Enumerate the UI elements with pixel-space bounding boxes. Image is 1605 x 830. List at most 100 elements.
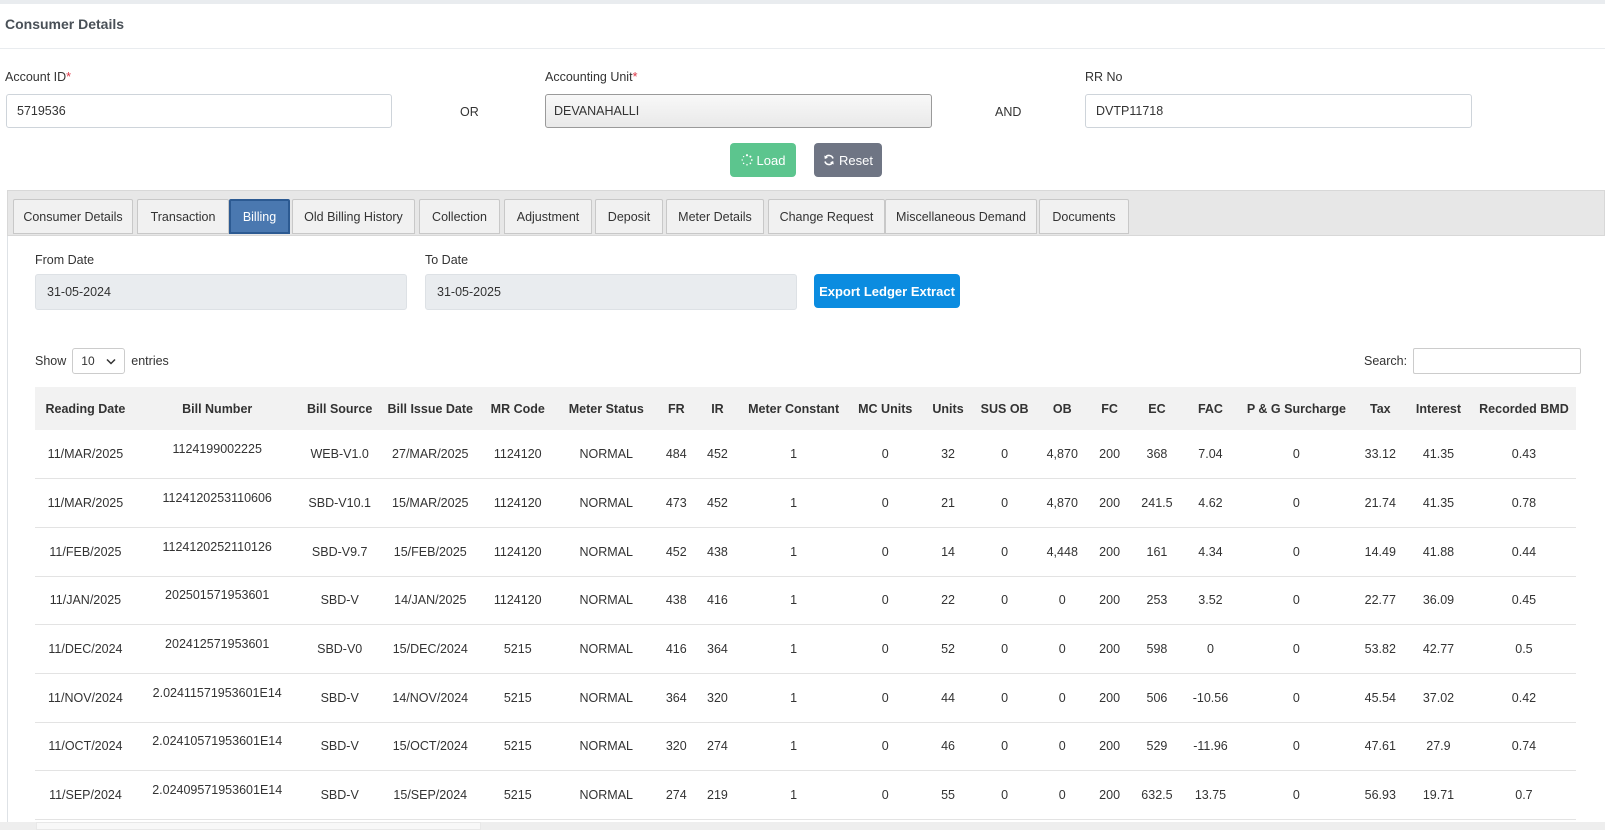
table-cell: 320 <box>696 673 739 722</box>
cell-value: 438 <box>707 544 728 559</box>
table-cell: 0 <box>1237 625 1355 674</box>
table-cell: 200 <box>1089 771 1130 820</box>
scrollbar-thumb[interactable] <box>36 822 481 830</box>
table-cell: 27/MAR/2025 <box>381 430 480 479</box>
tab-collection[interactable]: Collection <box>419 199 500 234</box>
column-header[interactable]: Interest <box>1415 401 1462 416</box>
column-header[interactable]: P & G Surcharge <box>1246 401 1346 416</box>
column-header[interactable]: EC <box>1148 401 1166 416</box>
tab-meter-details[interactable]: Meter Details <box>666 199 764 234</box>
column-header[interactable]: Reading Date <box>45 401 126 416</box>
reset-button[interactable]: Reset <box>814 143 882 177</box>
horizontal-scrollbar[interactable] <box>0 822 1605 830</box>
tab-miscellaneous-demand[interactable]: Miscellaneous Demand <box>885 199 1037 234</box>
cell-value: 21.74 <box>1364 496 1396 511</box>
table-cell: NORMAL <box>556 527 657 576</box>
table-cell: 0 <box>848 673 922 722</box>
table-row[interactable]: 11/MAR/2025 1124120253110606 SBD-V10.1 15/M… <box>35 479 1576 528</box>
cell-value: 1124120 <box>493 593 542 608</box>
search-input[interactable] <box>1413 348 1582 374</box>
column-header[interactable]: FR <box>667 401 685 416</box>
content-border <box>7 236 8 830</box>
table-row[interactable]: 11/OCT/2024 2.02410571953601E14 SBD-V 15/OC… <box>35 722 1576 771</box>
cell-value: NORMAL <box>579 642 634 657</box>
tab-change-request[interactable]: Change Request <box>768 199 885 234</box>
table-cell: 0 <box>848 771 922 820</box>
tab-consumer-details[interactable]: Consumer Details <box>13 199 133 234</box>
column-header[interactable]: Meter Constant <box>748 401 840 416</box>
cell-value: NORMAL <box>579 739 634 754</box>
cell-value: SBD-V <box>320 690 359 705</box>
table-cell: 200 <box>1089 430 1130 479</box>
cell-value: 37.02 <box>1422 690 1455 705</box>
tab-adjustment[interactable]: Adjustment <box>504 199 592 234</box>
column-header[interactable]: MR Code <box>490 401 545 416</box>
table-cell: 161 <box>1130 527 1184 576</box>
tab-deposit[interactable]: Deposit <box>595 199 663 234</box>
column-header[interactable]: FAC <box>1197 401 1223 416</box>
to-date-input[interactable]: 31-05-2025 <box>425 274 797 310</box>
table-row[interactable]: 11/DEC/2024 202412571953601 SBD-V0 15/DEC/2… <box>35 625 1576 674</box>
column-header[interactable]: MC Units <box>858 401 913 416</box>
cell-value: WEB-V1.0 <box>310 447 369 462</box>
column-header[interactable]: Units <box>932 401 964 416</box>
table-cell: 0 <box>974 771 1036 820</box>
column-header[interactable]: Meter Status <box>568 401 644 416</box>
rr-no-input[interactable]: DVTP11718 <box>1085 94 1472 128</box>
accounting-unit-select[interactable]: DEVANAHALLI <box>545 94 932 128</box>
cell-value: 56.93 <box>1364 788 1396 803</box>
page-title: Consumer Details <box>5 16 125 32</box>
account-id-input[interactable]: 5719536 <box>6 94 392 128</box>
column-header[interactable]: SUS OB <box>980 401 1029 416</box>
table-cell: SBD-V <box>299 576 381 625</box>
cell-value: 0.42 <box>1511 690 1537 705</box>
tab-billing[interactable]: Billing <box>229 199 290 234</box>
cell-value: 0 <box>881 593 889 608</box>
tab-old-billing-history[interactable]: Old Billing History <box>292 199 415 234</box>
cell-value: 5215 <box>503 788 532 803</box>
table-cell: 0 <box>1036 771 1090 820</box>
table-cell: 598 <box>1130 625 1184 674</box>
table-cell: 473 <box>657 479 696 528</box>
table-cell: 0 <box>974 673 1036 722</box>
table-cell: 2.02410571953601E14 <box>136 722 299 771</box>
cell-value: 4,870 <box>1046 496 1078 511</box>
table-cell: 0 <box>974 430 1036 479</box>
table-cell: 1 <box>739 625 848 674</box>
cell-value: 200 <box>1099 642 1121 657</box>
table-cell: 15/FEB/2025 <box>381 527 480 576</box>
table-row[interactable]: 11/NOV/2024 2.02411571953601E14 SBD-V 14/NO… <box>35 673 1576 723</box>
table-row[interactable]: 11/JAN/2025 202501571953601 SBD-V 14/JAN/20… <box>35 576 1576 625</box>
table-cell: 0 <box>1237 430 1355 479</box>
cell-value: 1 <box>790 544 798 559</box>
table-row[interactable]: 11/MAR/2025 1124199002225 WEB-V1.0 27/MAR/2… <box>35 430 1576 479</box>
column-header[interactable]: Bill Source <box>307 401 373 416</box>
cell-value: 0.7 <box>1515 788 1533 803</box>
entries-select[interactable]: 10 <box>72 348 126 374</box>
column-header[interactable]: Bill Issue Date <box>387 401 473 416</box>
table-cell: 1 <box>739 722 848 771</box>
tab-transaction[interactable]: Transaction <box>137 199 229 234</box>
table-cell: 484 <box>657 430 696 479</box>
table-row[interactable]: 11/FEB/2025 1124120252110126 SBD-V9.7 15/FE… <box>35 527 1576 577</box>
load-button[interactable]: Load <box>730 143 796 177</box>
column-header[interactable]: OB <box>1052 401 1072 416</box>
or-label: OR <box>460 105 479 119</box>
table-cell: 274 <box>696 722 739 771</box>
column-header[interactable]: Bill Number <box>182 401 253 416</box>
cell-value: 7.04 <box>1198 447 1223 462</box>
export-ledger-extract-button[interactable]: Export Ledger Extract <box>814 274 960 308</box>
table-cell: 200 <box>1089 479 1130 528</box>
from-date-input[interactable]: 31-05-2024 <box>35 274 407 310</box>
column-header[interactable]: FC <box>1101 401 1118 416</box>
column-header[interactable]: IR <box>711 401 724 416</box>
column-header[interactable]: Recorded BMD <box>1479 401 1569 416</box>
table-row[interactable]: 11/SEP/2024 2.02409571953601E14 SBD-V 15/SE… <box>35 771 1576 820</box>
table-cell: 0 <box>1036 625 1090 674</box>
tab-documents[interactable]: Documents <box>1039 199 1129 234</box>
cell-value: 47.61 <box>1364 739 1396 754</box>
cell-value: 1124120 <box>493 544 542 559</box>
column-header[interactable]: Tax <box>1369 401 1391 416</box>
table-cell: 11/MAR/2025 <box>35 479 136 528</box>
cell-value: 46 <box>941 739 955 754</box>
